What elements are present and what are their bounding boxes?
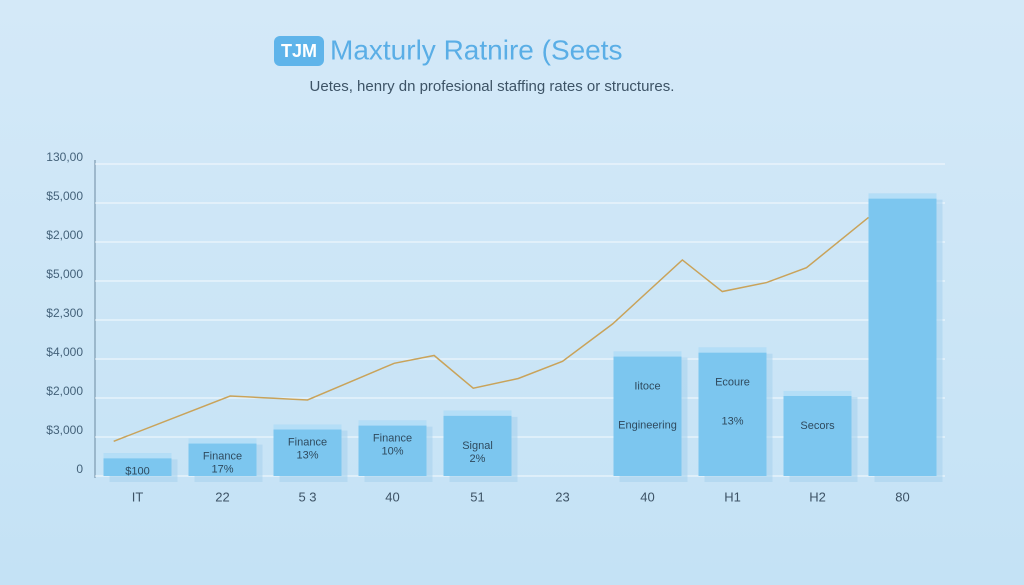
x-tick-label: 23: [555, 489, 569, 504]
x-tick-label: 80: [895, 489, 909, 504]
bar: [783, 390, 852, 476]
x-tick-label: 51: [470, 489, 484, 504]
x-tick-label: 22: [215, 489, 229, 504]
bar: [273, 424, 342, 476]
bar-label: Iitoce: [634, 380, 660, 392]
bar-top: [613, 351, 682, 357]
bar-label: 2%: [470, 453, 486, 465]
y-tick-label: $4,000: [46, 345, 83, 359]
bar-top: [698, 347, 767, 353]
bar-label: Finance: [288, 436, 327, 448]
bar-top: [868, 193, 937, 199]
bar-top: [443, 410, 512, 416]
bar-top: [273, 424, 342, 430]
bar-label: 13%: [721, 416, 743, 428]
bar-label: Signal: [462, 440, 493, 452]
bar-label: 17%: [211, 463, 233, 475]
bar: [868, 193, 937, 476]
y-tick-label: $2,300: [46, 306, 83, 320]
x-tick-label: H2: [809, 489, 826, 504]
badge: TJM: [281, 41, 317, 61]
bar-label: $100: [125, 465, 149, 477]
y-tick-label: $5,000: [46, 189, 83, 203]
bar-label: Secors: [800, 420, 835, 432]
bar: [103, 453, 172, 476]
x-tick-label: 40: [640, 489, 654, 504]
badge-box: [274, 36, 324, 66]
bar: [443, 410, 512, 476]
bar-top: [103, 453, 172, 459]
bar-label: Finance: [373, 433, 412, 445]
subtitle: Uetes, henry dn profesional staffing rat…: [310, 78, 675, 95]
bar: [613, 351, 682, 476]
bar-top: [358, 420, 427, 426]
line: [113, 216, 869, 442]
y-tick-label: 130,00: [46, 150, 83, 164]
y-tick-label: $2,000: [46, 228, 83, 242]
bar-label: Engineering: [618, 419, 677, 431]
bar-top: [783, 390, 852, 396]
bar: [358, 420, 427, 476]
bar-label: Finance: [203, 450, 242, 462]
x-tick-label: 5 3: [298, 489, 316, 504]
bar-label: 10%: [381, 446, 403, 458]
x-tick-label: 40: [385, 489, 399, 504]
x-tick-label: H1: [724, 489, 741, 504]
bar-label: 13%: [296, 449, 318, 461]
bar: [188, 438, 257, 476]
chart-title: Maxturly Ratnire (Seets: [330, 34, 623, 65]
bar: [698, 347, 767, 476]
y-tick-label: $5,000: [46, 267, 83, 281]
y-tick-label: $3,000: [46, 423, 83, 437]
bar-top: [188, 438, 257, 444]
y-tick-label: 0: [76, 462, 83, 476]
bar-label: Ecoure: [715, 377, 750, 389]
x-tick-label: IT: [132, 489, 144, 504]
y-tick-label: $2,000: [46, 384, 83, 398]
